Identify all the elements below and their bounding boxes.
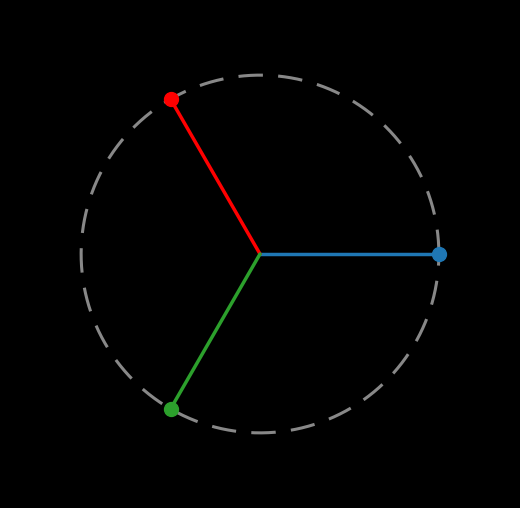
Point	[435, 250, 443, 258]
Point	[166, 95, 175, 103]
Point	[166, 405, 175, 413]
